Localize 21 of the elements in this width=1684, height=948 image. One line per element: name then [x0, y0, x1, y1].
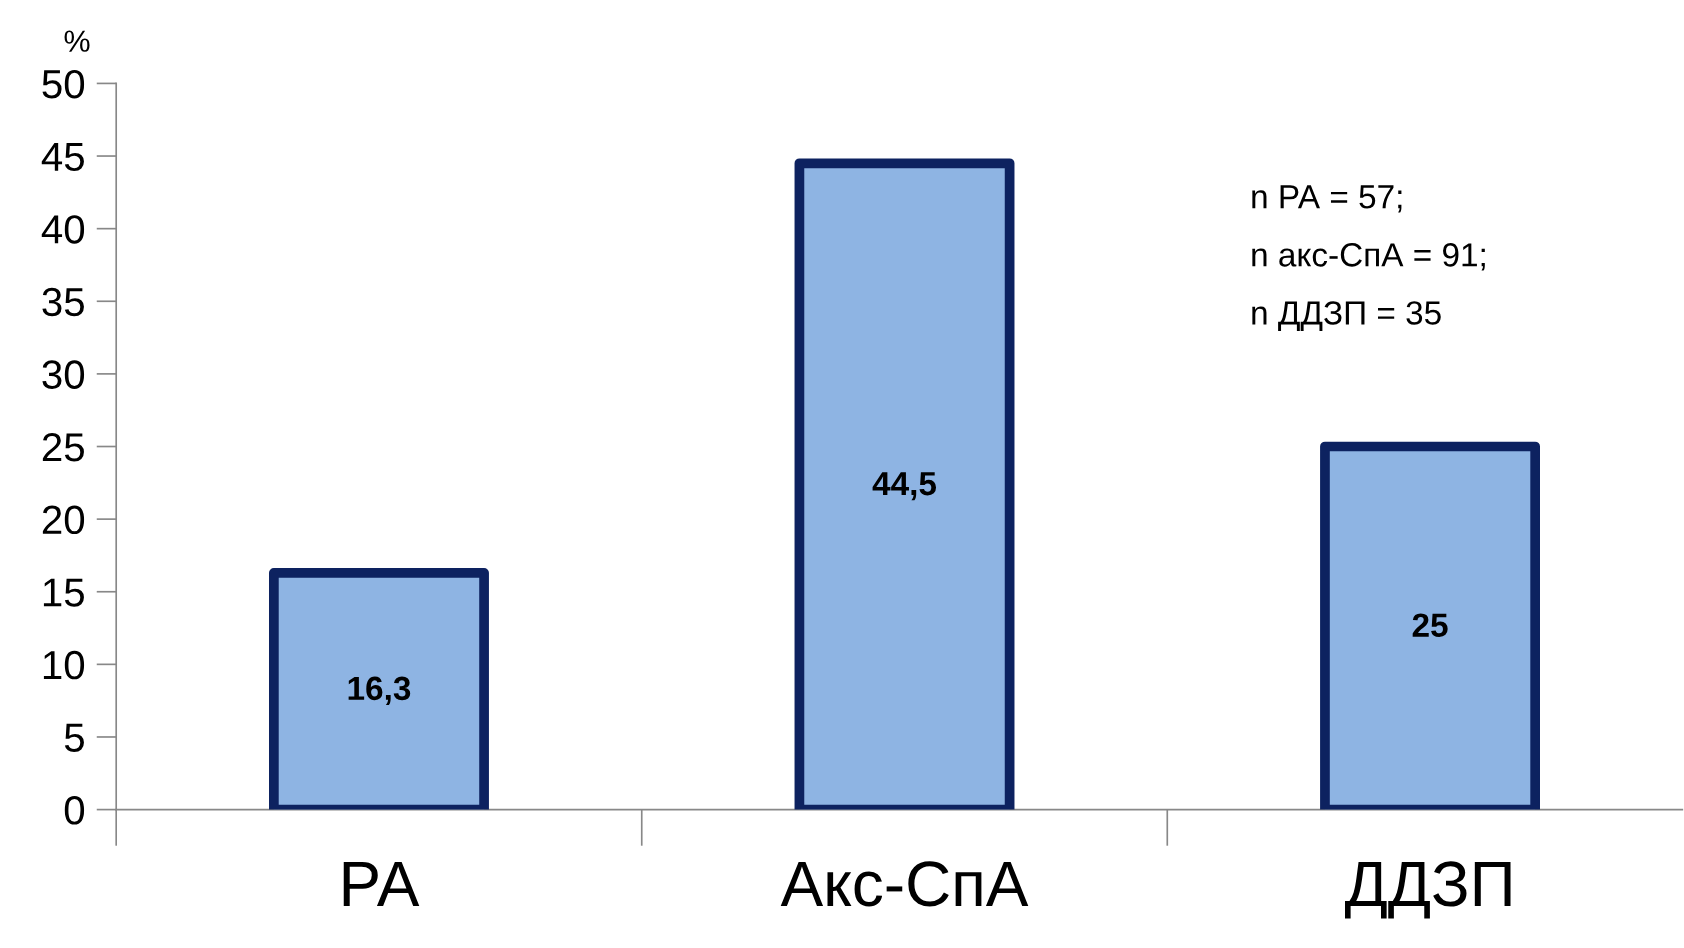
- y-tick-label: 10: [43, 650, 85, 680]
- y-axis-title: %: [64, 30, 90, 52]
- x-tick-label: РА: [343, 861, 420, 906]
- y-tick-label: 50: [42, 69, 85, 99]
- y-tick-label: 45: [41, 142, 84, 172]
- annotation: n РА = 57;: [1252, 185, 1402, 213]
- data-label: 44,5: [872, 472, 937, 501]
- y-tick-label: 15: [43, 578, 84, 607]
- y-tick-label: 35: [42, 287, 84, 317]
- annotation: n акс-СпА = 91;: [1252, 243, 1485, 271]
- y-tick-label: 30: [42, 360, 85, 389]
- x-tick-label: Акс-СпА: [780, 861, 1029, 907]
- x-tick-label: ДДЗП: [1345, 861, 1511, 919]
- y-tick-label: 5: [64, 723, 84, 752]
- y-tick-label: 0: [64, 796, 85, 825]
- annotation: n ДДЗП = 35: [1252, 301, 1441, 332]
- y-tick-label: 20: [42, 505, 85, 535]
- y-tick-label: 40: [41, 215, 85, 244]
- data-label: 16,3: [348, 676, 411, 706]
- data-label: 25: [1412, 613, 1448, 637]
- y-tick-label: 25: [42, 432, 84, 462]
